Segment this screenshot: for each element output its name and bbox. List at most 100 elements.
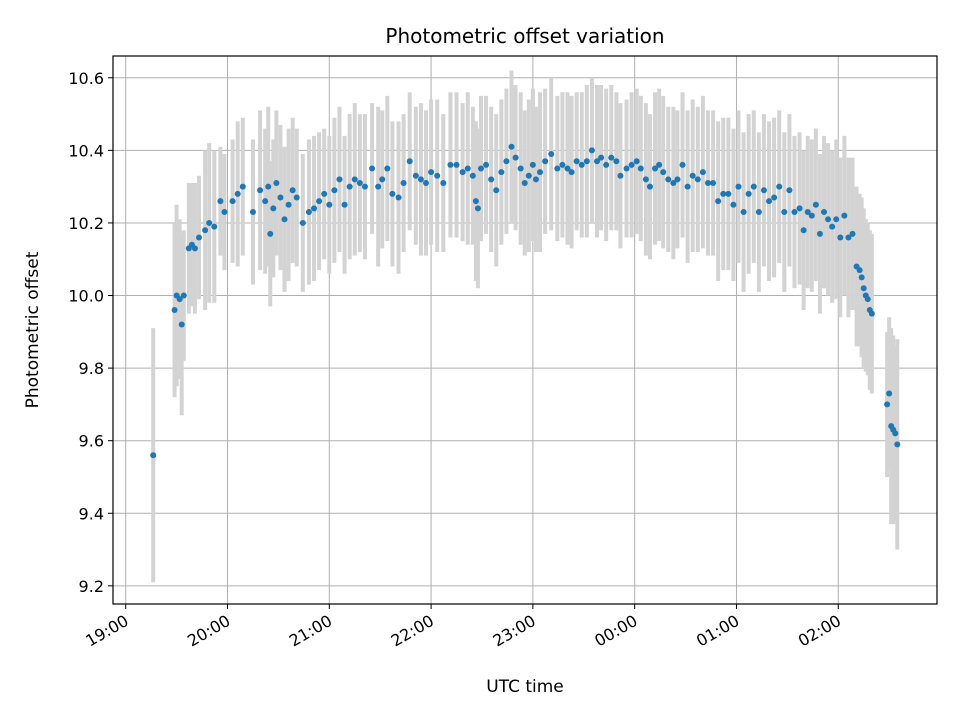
data-point xyxy=(860,285,867,292)
data-point xyxy=(730,201,737,208)
data-point xyxy=(150,452,157,459)
data-point xyxy=(517,165,524,172)
data-point xyxy=(508,143,515,150)
data-point xyxy=(341,201,348,208)
data-point xyxy=(171,307,178,314)
data-point xyxy=(864,296,871,303)
data-point xyxy=(617,172,624,179)
y-axis-label: Photometric offset xyxy=(23,251,43,408)
data-point xyxy=(498,169,505,176)
data-point xyxy=(406,158,413,165)
data-point xyxy=(884,401,891,408)
data-point xyxy=(331,187,338,194)
data-point xyxy=(796,205,803,212)
data-point xyxy=(249,209,256,216)
data-point xyxy=(453,161,460,168)
data-point xyxy=(326,201,333,208)
data-point xyxy=(525,172,532,179)
data-point xyxy=(464,165,471,172)
data-point xyxy=(800,227,807,234)
data-point xyxy=(710,180,717,187)
data-point xyxy=(829,223,836,230)
data-point xyxy=(858,274,865,281)
data-point xyxy=(379,176,386,183)
y-tick-label: 9.4 xyxy=(79,504,104,523)
data-point xyxy=(642,176,649,183)
data-point xyxy=(447,161,454,168)
y-tick-label: 10.6 xyxy=(68,69,104,88)
data-point xyxy=(316,198,323,205)
data-point xyxy=(656,161,663,168)
data-point xyxy=(483,161,490,168)
data-point xyxy=(281,216,288,223)
data-point xyxy=(845,234,852,241)
data-point xyxy=(633,158,640,165)
data-point xyxy=(821,209,828,216)
data-point xyxy=(849,230,856,237)
data-point xyxy=(336,176,343,183)
data-point xyxy=(440,180,447,187)
data-point xyxy=(598,154,605,161)
data-point xyxy=(740,209,747,216)
data-point xyxy=(488,176,495,183)
data-point xyxy=(694,176,701,183)
data-point xyxy=(299,219,306,226)
data-point xyxy=(176,296,183,303)
data-point xyxy=(699,169,706,176)
data-point xyxy=(825,216,832,223)
data-point xyxy=(293,194,300,201)
data-point xyxy=(459,169,466,176)
data-point xyxy=(423,180,430,187)
data-point xyxy=(221,209,228,216)
y-tick-label: 9.2 xyxy=(79,577,104,596)
data-point xyxy=(196,234,203,241)
data-point xyxy=(321,190,328,197)
data-point xyxy=(568,169,575,176)
data-point xyxy=(776,183,783,190)
data-point xyxy=(412,172,419,179)
y-tick-label: 9.8 xyxy=(79,359,104,378)
data-point xyxy=(400,180,407,187)
data-point xyxy=(277,194,284,201)
data-point xyxy=(239,183,246,190)
data-point xyxy=(856,267,863,274)
data-point xyxy=(273,180,280,187)
data-point xyxy=(841,212,848,219)
data-point xyxy=(771,194,778,201)
data-point xyxy=(389,190,396,197)
data-point xyxy=(285,201,292,208)
data-point xyxy=(234,190,241,197)
data-point xyxy=(868,310,875,317)
data-point xyxy=(766,198,773,205)
data-point xyxy=(351,176,358,183)
y-tick-label: 10.2 xyxy=(68,214,104,233)
data-point xyxy=(781,209,788,216)
data-point xyxy=(554,165,561,172)
data-point xyxy=(804,209,811,216)
data-point xyxy=(434,172,441,179)
data-point xyxy=(493,187,500,194)
data-point xyxy=(211,223,218,230)
data-point xyxy=(892,430,899,437)
y-axis-ticks: 9.2 9.4 9.6 9.8 10.0 10.2 10.4 10.6 xyxy=(68,69,113,596)
data-point xyxy=(503,158,510,165)
data-point xyxy=(679,161,686,168)
data-point xyxy=(583,158,590,165)
y-tick-label: 10.0 xyxy=(68,287,104,306)
data-point xyxy=(674,176,681,183)
data-point xyxy=(894,441,901,448)
data-point xyxy=(833,216,840,223)
data-point xyxy=(311,205,318,212)
data-point xyxy=(537,169,544,176)
data-point xyxy=(529,161,536,168)
data-point xyxy=(474,205,481,212)
data-point xyxy=(395,194,402,201)
data-point xyxy=(521,180,528,187)
data-point xyxy=(637,165,644,172)
data-point xyxy=(816,230,823,237)
data-point xyxy=(559,161,566,168)
data-point xyxy=(206,219,213,226)
data-point xyxy=(725,190,732,197)
data-point xyxy=(229,198,236,205)
